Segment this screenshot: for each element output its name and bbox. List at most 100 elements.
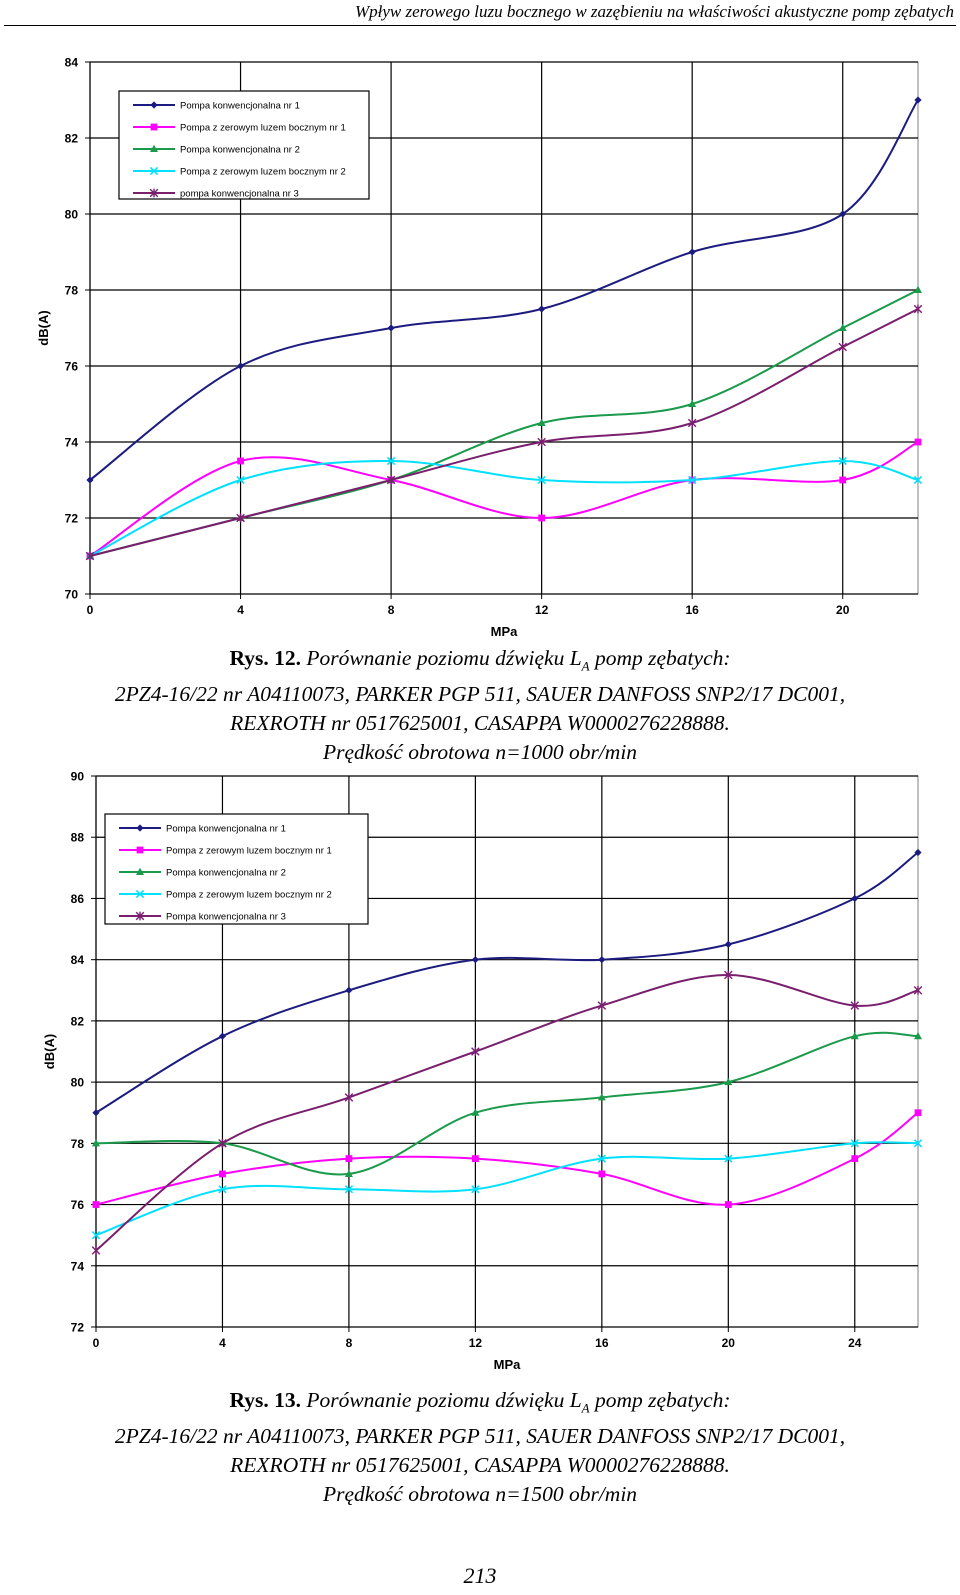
data-point [851,894,859,903]
caption-line: 2PZ4-16/22 nr A04110073, PARKER PGP 511,… [114,682,846,707]
data-point [597,1001,607,1010]
data-point [537,475,546,485]
x-tick-label: 16 [686,603,700,617]
series-line [95,1031,919,1176]
page-header: Wpływ zerowego luzu bocznego w zazębieni… [0,0,960,30]
data-point [136,867,144,875]
data-point [538,305,546,313]
data-point [688,248,696,256]
series-line [95,1111,919,1206]
caption-title-end: pomp zębatych: [595,646,731,670]
data-point [850,1001,860,1010]
legend-label: Pompa konwencjonalna nr 2 [166,868,286,879]
x-axis-label: MPa [491,624,519,639]
data-point [914,438,922,446]
chart-rys-13: 72 74 76 78 80 82 84 86 88 90 0 4 8 12 16 20 24 MPa dB(A) P… [42,770,923,1372]
caption-line: REXROTH nr 0517625001, CASAPPA W00002762… [230,1453,730,1478]
data-point [136,846,144,854]
data-point [92,1139,100,1147]
y-tick-label: 84 [65,56,79,70]
data-point [537,437,546,447]
data-point [344,1093,354,1102]
header-rule [4,25,956,26]
data-point [345,1155,353,1163]
x-tick-label: 16 [595,1336,609,1350]
legend-label: Pompa konwencjonalna nr 2 [180,145,300,156]
data-point [344,1169,353,1177]
caption-line: 2PZ4-16/22 nr A04110073, PARKER PGP 511,… [114,1424,846,1449]
data-point [218,1032,227,1040]
y-tick-label: 90 [71,770,85,784]
y-tick-label: 80 [71,1076,85,1090]
data-point [135,889,145,899]
series-pompa-z-zerowym-luzem-bocznym-nr-2 [91,1139,923,1240]
data-point [236,475,245,485]
data-point [149,166,159,176]
data-point [914,848,922,857]
data-point [851,1155,859,1163]
legend-label: pompa konwencjonalna nr 3 [180,189,299,200]
x-tick-label: 8 [388,603,395,617]
data-point [471,956,479,964]
data-point [838,323,847,331]
x-tick-label: 12 [535,603,549,617]
x-tick-label: 0 [93,1336,100,1350]
data-point [688,399,697,407]
data-point [914,1031,922,1040]
y-tick-label: 74 [71,1259,85,1273]
y-tick-label: 70 [65,588,79,602]
y-tick-label: 88 [71,831,85,845]
y-tick-label: 84 [71,953,85,967]
y-tick-label: 82 [65,132,79,146]
y-tick-label: 74 [65,436,79,450]
data-point [724,1154,733,1163]
data-point [913,985,923,995]
series-pompa-konwencjonalna-nr-3 [85,304,923,561]
series-pompa-konwencjonalna-nr-1 [86,96,922,484]
y-tick-label: 82 [71,1014,85,1028]
data-point [150,144,158,152]
x-tick-label: 24 [848,1336,862,1350]
data-point [386,475,396,485]
legend-label: Pompa konwencjonalna nr 1 [166,824,286,835]
data-point [537,418,546,426]
caption-line: REXROTH nr 0517625001, CASAPPA W00002762… [230,711,730,736]
x-tick-label: 20 [836,603,850,617]
data-point [218,1138,227,1148]
data-point [839,476,847,484]
data-point [150,123,158,131]
series-line [95,1141,919,1237]
series-line [89,441,919,557]
running-title: Wpływ zerowego luzu bocznego w zazębieni… [354,2,954,21]
data-point [687,418,697,428]
caption-title: Porównanie poziomu dźwięku L [306,646,582,670]
data-point [135,911,145,921]
series-pompa-z-zerowym-luzem-bocznym-nr-1 [92,1109,922,1208]
caption-label: Rys. 12. [229,646,301,670]
data-point [471,1047,480,1056]
data-point [471,1185,480,1194]
data-point [839,210,847,218]
y-axis-label: dB(A) [36,310,51,345]
data-point [724,1077,733,1086]
y-tick-label: 76 [65,360,79,374]
y-tick-label: 76 [71,1198,85,1212]
y-axis-label: dB(A) [42,1034,57,1069]
data-point [219,1170,226,1178]
y-tick-label: 86 [71,892,85,906]
data-point [538,514,546,522]
y-tick-label: 72 [65,512,79,526]
data-point [913,475,923,485]
legend-label: Pompa z zerowym luzem bocznym nr 1 [180,123,346,134]
data-point [91,1231,101,1240]
legend: Pompa konwencjonalna nr 1 Pompa z zerowym… [104,813,369,925]
data-point [236,362,245,370]
data-point [471,1155,479,1163]
data-point [688,475,697,485]
x-tick-label: 0 [87,603,94,617]
data-point [598,1170,606,1178]
data-point [237,457,244,465]
x-tick-label: 8 [346,1336,353,1350]
y-tick-label: 78 [65,284,79,298]
data-point [386,456,396,466]
